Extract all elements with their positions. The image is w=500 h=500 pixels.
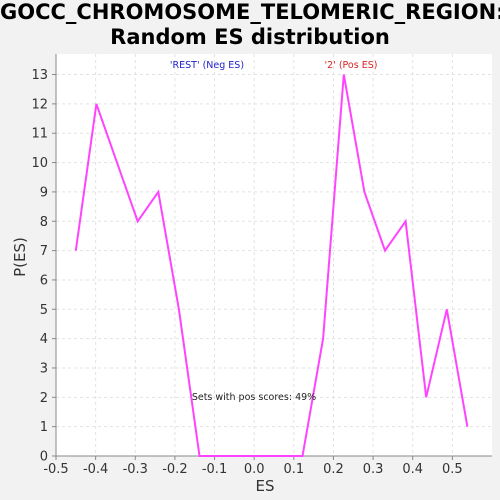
y-tick-label: 8 [40,215,48,230]
chart-title: GOCC_CHROMOSOME_TELOMERIC_REGION: Random… [0,0,500,50]
chart-title-line-1: GOCC_CHROMOSOME_TELOMERIC_REGION: [0,0,500,24]
es-distribution-line [74,74,469,457]
x-tick-label: -0.5 [43,462,68,477]
y-tick-label: 9 [40,185,48,200]
x-tick-label: 0.3 [363,462,384,477]
y-tick-label: 2 [40,391,48,406]
y-tick-label: 0 [40,450,48,465]
y-tick-label: 4 [40,332,48,347]
y-tick-label: 10 [31,156,48,171]
y-tick-label: 12 [31,97,48,112]
x-tick-label: 0.4 [402,462,423,477]
x-axis-label: ES [256,477,275,495]
x-tick-label: 0.5 [442,462,463,477]
x-tick-label: 0.1 [283,462,304,477]
neg-es-label: 'REST' (Neg ES) [170,60,244,71]
y-tick-label: 6 [40,273,48,288]
x-tick-label: -0.3 [123,462,148,477]
y-tick-label: 5 [40,303,48,318]
x-tick-label: -0.1 [202,462,227,477]
x-tick-label: 0.2 [323,462,344,477]
y-tick-label: 1 [40,420,48,435]
plot-area [56,54,492,456]
x-tick-label: 0.0 [244,462,265,477]
pos-scores-annotation: Sets with pos scores: 49% [192,392,316,403]
y-tick-label: 13 [31,68,48,83]
y-tick-label: 7 [40,244,48,259]
pos-es-label: '2' (Pos ES) [325,60,378,71]
x-tick-label: -0.4 [83,462,108,477]
y-axis-label: P(ES) [11,237,29,277]
y-tick-label: 3 [40,361,48,376]
x-tick-label: -0.2 [162,462,187,477]
y-tick-label: 11 [31,127,48,142]
chart-title-line-2: Random ES distribution [110,25,390,49]
